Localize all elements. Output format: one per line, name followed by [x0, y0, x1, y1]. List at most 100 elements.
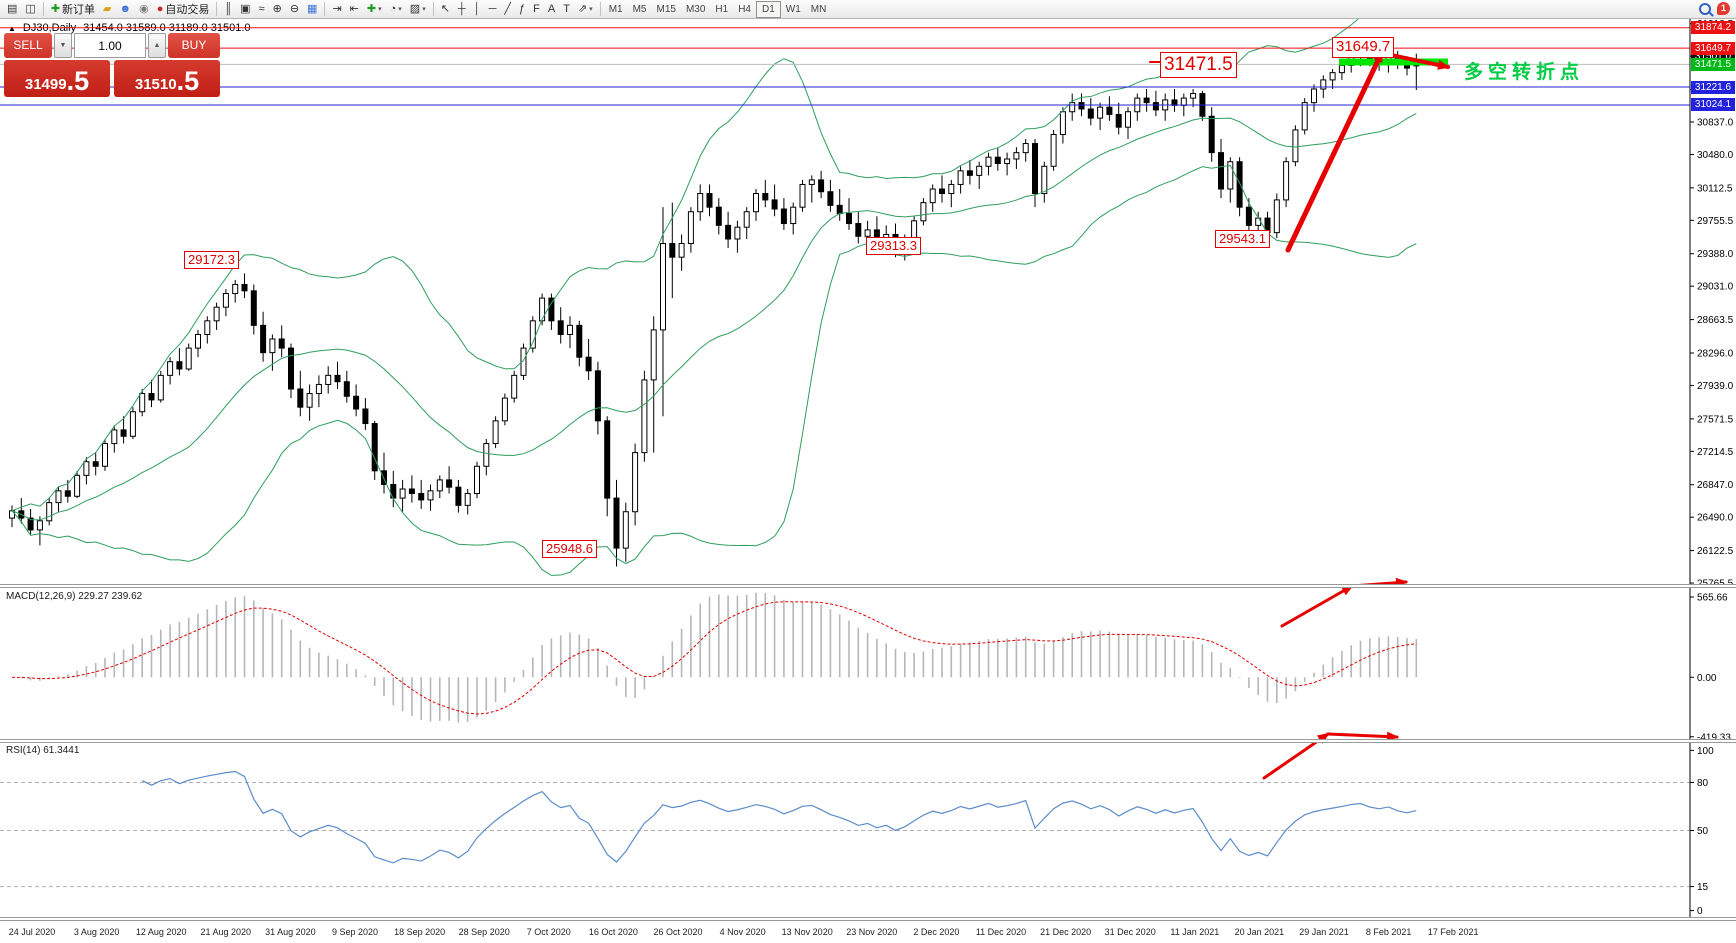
candle-body [27, 517, 34, 531]
candle-body [371, 423, 378, 472]
notification-badge[interactable]: 1 [1717, 2, 1730, 15]
fibo-expansion-icon[interactable]: F [533, 2, 540, 15]
candle-body [706, 193, 713, 208]
volume-down-button[interactable]: ▼ [54, 33, 72, 58]
candle-body [1218, 152, 1224, 190]
new-chart-icon[interactable]: ▤ [7, 2, 18, 15]
candle-body [548, 297, 555, 322]
price-tick-label: 28663.5 [1697, 315, 1734, 326]
candle-body [901, 237, 908, 249]
candle-body [464, 493, 471, 506]
chart-window-icon[interactable]: ◫ [25, 2, 36, 15]
price-tick-label: 30112.5 [1697, 183, 1733, 194]
candle-body [762, 193, 769, 201]
candle-body [576, 324, 583, 358]
candlestick-chart-icon[interactable]: ▣ [240, 2, 251, 15]
candle-body [511, 374, 518, 399]
candle-body [436, 479, 443, 492]
timeframe-w1[interactable]: W1 [785, 3, 801, 15]
candle-body [808, 179, 815, 185]
candle-body [771, 199, 778, 210]
text-box-icon[interactable]: T [563, 2, 570, 15]
candle-body [232, 283, 239, 295]
candle-body [157, 374, 164, 401]
timeframe-h1[interactable]: H1 [715, 3, 729, 15]
trendline-icon[interactable]: ╱ [504, 2, 512, 15]
arrow-objects-icon[interactable]: ⇗ ▾ [577, 2, 593, 15]
trend-arrow[interactable] [1389, 53, 1450, 70]
timeframe-mn[interactable]: MN [810, 3, 827, 15]
price-tick-label: 27214.5 [1697, 447, 1734, 458]
candle-body [288, 347, 294, 390]
sell-price-pips: .5 [66, 66, 90, 96]
pane-separator[interactable] [0, 739, 1736, 743]
candle-body [418, 493, 425, 501]
timeframe-m15[interactable]: M15 [656, 3, 676, 15]
candle-body [1301, 102, 1308, 131]
buy-price[interactable]: 31510.5 [114, 60, 220, 97]
chart-template-icon[interactable]: ▨ ▾ [409, 2, 426, 15]
volume-up-button[interactable]: ▲ [148, 33, 166, 58]
new-order-button[interactable]: ✚ 新订单 [50, 2, 96, 17]
add-indicator-button[interactable]: ✚ ▾ [366, 2, 382, 15]
candle-body [176, 361, 183, 370]
buy-price-main: 31510 [134, 76, 177, 93]
text-label-icon[interactable]: A [547, 2, 556, 15]
buy-button[interactable]: BUY [168, 33, 220, 58]
candle-body [743, 211, 750, 228]
cursor-icon[interactable]: ↖ [440, 2, 450, 15]
candle-body [195, 333, 201, 349]
candle-body [1320, 79, 1327, 90]
crosshair-icon[interactable]: ┼ [457, 2, 466, 15]
candle-body [455, 486, 462, 506]
vertical-line-icon[interactable]: │ [473, 2, 481, 15]
pane-separator[interactable] [0, 584, 1736, 588]
candle-body [585, 356, 592, 372]
pane-separator[interactable] [0, 917, 1736, 921]
sell-price[interactable]: 31499.5 [4, 60, 110, 97]
line-chart-icon[interactable]: ≈ [258, 2, 265, 15]
candle-body [483, 443, 490, 467]
candle-body [1106, 106, 1113, 115]
candle-body [74, 474, 81, 497]
timeframe-m5[interactable]: M5 [632, 3, 647, 15]
sell-button[interactable]: SELL [4, 33, 52, 58]
timeframe-m30[interactable]: M30 [685, 3, 706, 15]
candle-body [185, 347, 192, 370]
chart-shift-icon[interactable]: ⇤ [349, 2, 359, 15]
candle-body [660, 243, 666, 331]
price-tick-label: 28296.0 [1697, 349, 1734, 360]
zoom-out-icon[interactable]: ⊖ [289, 2, 300, 15]
candle-body [92, 461, 99, 467]
trend-arrow[interactable] [1326, 731, 1399, 742]
zoom-in-icon[interactable]: ⊕ [272, 2, 282, 15]
price-tick-label: 31918.5 [1697, 19, 1734, 30]
trend-arrow[interactable] [1285, 49, 1385, 253]
support-chat-icon[interactable]: ☻ [119, 2, 132, 15]
market-signal-icon[interactable]: ◉ [139, 2, 149, 15]
period-clock-icon[interactable]: ◔ ▾ [389, 2, 402, 15]
candle-body [204, 320, 211, 335]
price-tick-label: 30480.0 [1697, 150, 1734, 161]
candle-body [1059, 111, 1066, 135]
candle-body [1227, 161, 1234, 190]
price-tick-label: 30837.0 [1697, 118, 1734, 129]
tile-windows-icon[interactable]: ▦ [307, 2, 318, 15]
volume-input[interactable] [74, 33, 146, 58]
bar-chart-icon[interactable]: ║ [224, 2, 233, 15]
timeframe-m1[interactable]: M1 [608, 3, 623, 15]
timeframe-h4[interactable]: H4 [738, 3, 751, 15]
candle-body [790, 206, 797, 225]
candle-body [362, 408, 369, 425]
auto-scroll-icon[interactable]: ⇥ [332, 2, 342, 15]
search-icon[interactable] [1699, 2, 1711, 15]
toolbar-separator [599, 2, 601, 16]
timeframe-d1[interactable]: D1 [756, 0, 781, 18]
autotrade-button[interactable]: ● 自动交易 [156, 2, 210, 17]
fibonacci-icon[interactable]: ƒ [519, 2, 526, 15]
horizontal-line-icon[interactable]: ─ [488, 2, 497, 15]
rsi-line [141, 770, 1417, 864]
trend-arrow[interactable] [1280, 584, 1354, 628]
gold-bars-icon[interactable]: ▰ [103, 2, 112, 15]
